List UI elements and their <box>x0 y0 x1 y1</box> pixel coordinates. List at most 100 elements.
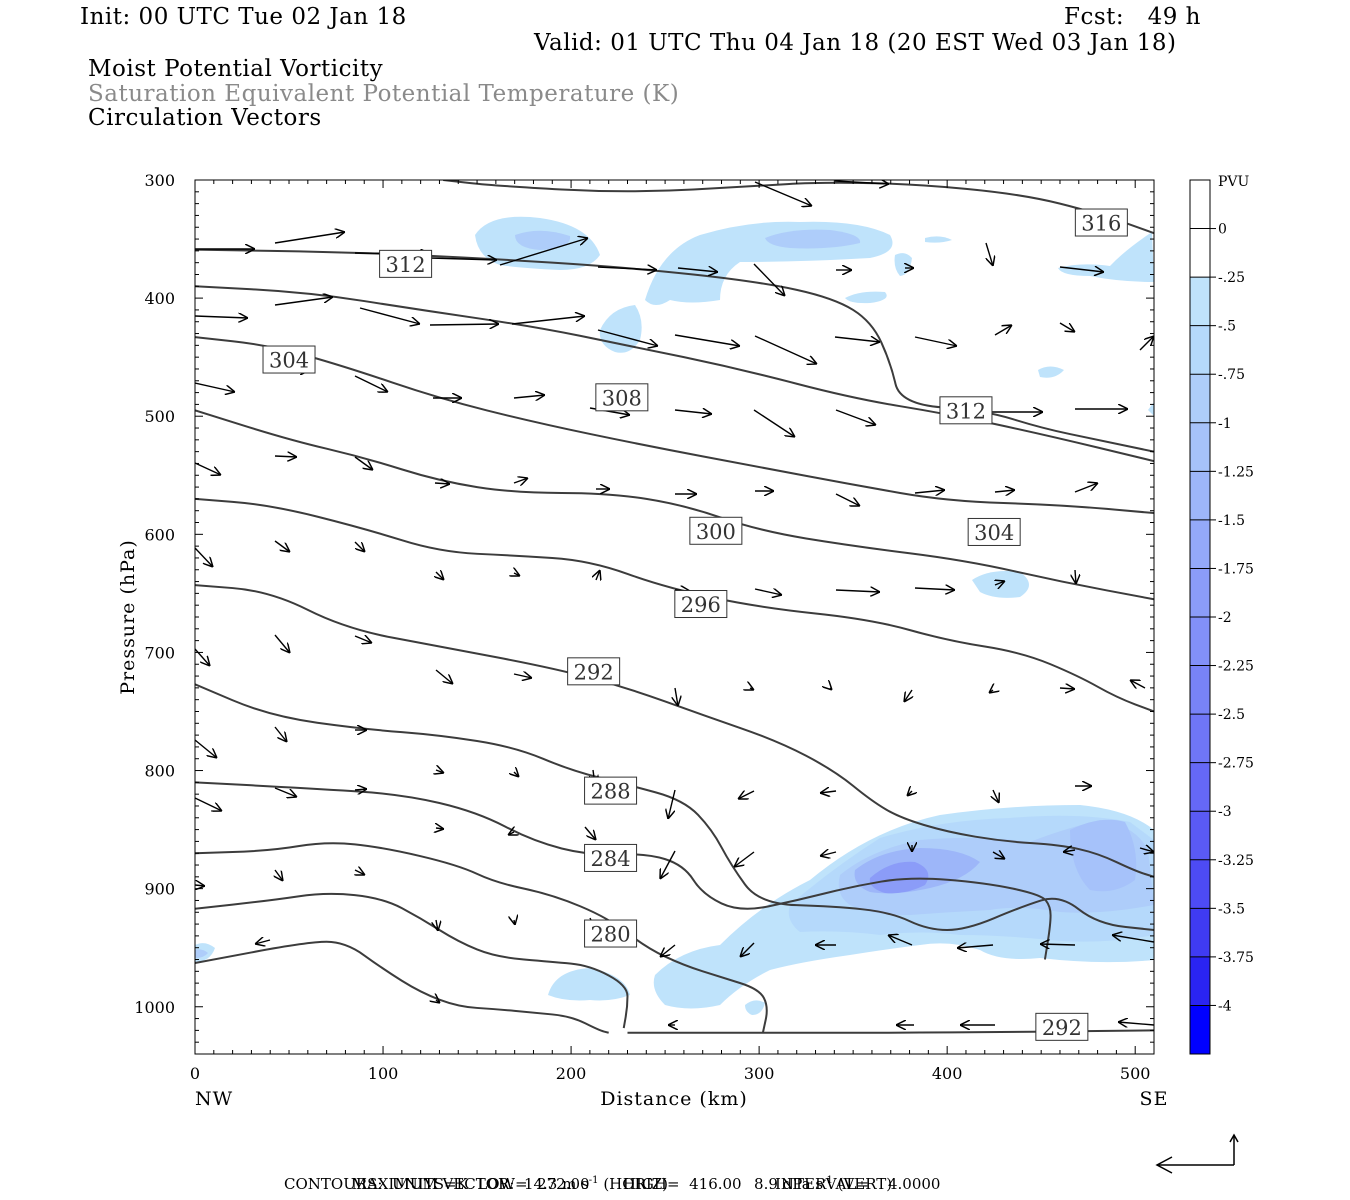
circulation-vector <box>436 572 444 580</box>
mpv-blob <box>1058 232 1154 282</box>
colorbar-label: -2.25 <box>1218 659 1254 675</box>
mpv-blob <box>845 291 887 304</box>
circulation-vector <box>514 772 519 777</box>
x-tick-label: 0 <box>190 1064 200 1083</box>
contour-label-box <box>584 776 638 805</box>
circulation-vector <box>1059 322 1075 332</box>
max-vector-line: MAXIMUM VECTOR: 14.3 m s-1 (HORIZ) 8.9 dP… <box>342 1157 893 1193</box>
contours-info: CONTOURS: UNITS=K LOW= 272.00 HIGH= 416.… <box>284 1175 941 1193</box>
circulation-vector <box>274 726 287 742</box>
circulation-vector <box>834 337 880 342</box>
circulation-vector <box>195 739 217 758</box>
circulation-vector <box>914 336 957 346</box>
contour-label-box <box>967 517 1021 546</box>
colorbar-label: -3.5 <box>1218 901 1245 917</box>
colorbar-label: -2 <box>1218 610 1232 626</box>
circulation-vector <box>994 325 1012 336</box>
mpv-blob <box>745 1000 765 1015</box>
forecast-hour: Fcst: 49 h <box>1064 4 1201 30</box>
colorbar-label: -3 <box>1218 804 1232 820</box>
mpv-blob <box>515 230 571 250</box>
colorbar-label: -2.75 <box>1218 756 1254 772</box>
circulation-vector <box>914 588 955 590</box>
circulation-vector <box>597 267 657 270</box>
field-title-vectors: Circulation Vectors <box>88 105 322 131</box>
circulation-vector <box>1063 850 1076 852</box>
circulation-vector <box>1075 569 1076 584</box>
circulation-vector <box>434 483 450 484</box>
mpv-blob <box>765 229 861 249</box>
circulation-vectors <box>195 181 1154 1025</box>
circulation-vector <box>274 456 297 457</box>
reference-vector-icon <box>1155 1133 1239 1174</box>
contour-label-box <box>1074 208 1128 237</box>
circulation-vector <box>1139 848 1154 852</box>
circulation-vector <box>195 885 205 886</box>
circulation-vector <box>754 181 812 206</box>
circulation-vector <box>1130 680 1146 688</box>
x-tick-label: 100 <box>368 1064 399 1083</box>
circulation-vector <box>907 791 912 796</box>
colorbar-label: 0 <box>1218 222 1227 238</box>
contour-label-box <box>567 657 621 686</box>
x-tick-label: 400 <box>932 1064 963 1083</box>
contour-label: 308 <box>602 386 642 410</box>
circulation-vector <box>820 852 837 856</box>
mpv-blob <box>1148 402 1154 416</box>
colorbar-swatch <box>1190 1005 1210 1055</box>
circulation-vector <box>753 409 795 437</box>
circulation-vector <box>674 334 740 346</box>
circulation-vector <box>904 689 912 702</box>
colorbar-label: -2.5 <box>1218 707 1245 723</box>
circulation-vector <box>195 547 213 567</box>
circulation-vector <box>754 335 817 364</box>
colorbar-label: -.75 <box>1218 367 1245 383</box>
contour-label: 316 <box>1081 212 1121 236</box>
circulation-vector <box>255 940 271 944</box>
mpv-blob <box>1038 366 1064 378</box>
colorbar-label: -4 <box>1218 998 1232 1014</box>
y-tick-label: 900 <box>144 880 175 899</box>
contour-label: 304 <box>269 349 309 373</box>
colorbar-swatch <box>1190 568 1210 618</box>
contour-272 <box>195 940 609 1034</box>
colorbar-label: -1.25 <box>1218 464 1254 480</box>
circulation-vector <box>436 919 438 931</box>
circulation-vector <box>914 490 945 493</box>
contour-label-box <box>584 919 638 948</box>
contour-label: 292 <box>1042 1016 1082 1040</box>
x-tick-label: 500 <box>1120 1064 1151 1083</box>
contour-label-box <box>595 383 649 412</box>
circulation-vector <box>274 232 345 244</box>
colorbar-swatch <box>1190 471 1210 521</box>
colorbar-swatch <box>1190 180 1210 230</box>
vert-tag: (VERT) <box>832 1175 893 1193</box>
circulation-vector <box>835 590 880 592</box>
contour-280 <box>195 842 768 1033</box>
y-axis: 300 400 500 600 700 800 900 1000 <box>134 171 1154 1043</box>
colorbar-swatch <box>1190 228 1210 278</box>
circulation-vector <box>508 832 514 835</box>
colorbar-label: -1.75 <box>1218 561 1254 577</box>
contour-label-box <box>262 345 316 374</box>
colorbar-swatch <box>1190 617 1210 667</box>
x-tick-label: 200 <box>556 1064 587 1083</box>
contour-label: 288 <box>591 780 631 804</box>
y-tick-label: 400 <box>144 289 175 308</box>
circulation-vector <box>668 789 676 819</box>
circulation-vector <box>354 541 365 552</box>
circulation-vector <box>674 410 712 414</box>
circulation-vector <box>1059 688 1075 689</box>
mpv-blob <box>548 968 630 1001</box>
contour-label-box <box>379 249 433 278</box>
circulation-vector <box>1040 944 1076 945</box>
circulation-vector <box>436 770 444 773</box>
circulation-vector <box>359 307 420 324</box>
colorbar-swatch <box>1190 374 1210 424</box>
circulation-vector <box>1139 336 1154 351</box>
contour-label: 280 <box>591 923 631 947</box>
colorbar-title: PVU <box>1218 174 1250 190</box>
circulation-vector <box>435 669 453 684</box>
contour-label-box <box>674 590 728 619</box>
colorbar-swatch <box>1190 811 1210 861</box>
